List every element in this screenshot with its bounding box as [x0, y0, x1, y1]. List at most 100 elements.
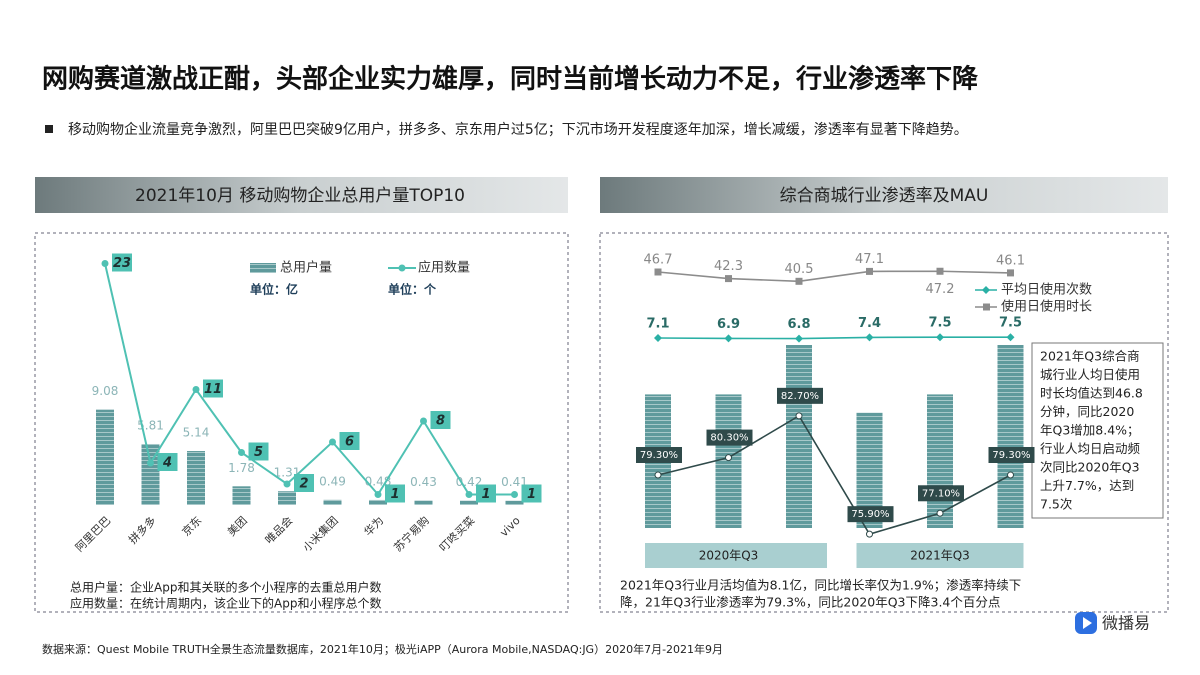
data-label: 1 — [481, 487, 490, 502]
data-label: 0.43 — [410, 475, 437, 489]
data-label: 80.30% — [710, 433, 748, 444]
line — [657, 414, 1011, 536]
annotation: 行业人均日启动频 — [1040, 441, 1141, 456]
legend-swatch — [250, 263, 276, 273]
data-label: 79.30% — [640, 450, 678, 461]
note: 降，21年Q3行业渗透率为79.3%，同比2020年Q3下降3.4个百分点 — [620, 595, 1000, 610]
data-label: 1 — [527, 487, 536, 502]
bar — [414, 500, 433, 505]
point — [147, 459, 154, 467]
data-label: 1 — [390, 487, 399, 502]
x-tick-label: 叮咚买菜 — [436, 513, 477, 554]
point — [654, 268, 662, 276]
point — [795, 334, 803, 343]
legend-label: 平均日使用次数 — [1001, 282, 1092, 298]
panel-box — [34, 232, 569, 613]
bullet: 移动购物企业流量竞争激烈，阿里巴巴突破9亿用户，拼多多、京东用户过5亿；下沉市场… — [68, 121, 968, 138]
x-tick-label: 唯品会 — [263, 514, 296, 547]
annotation: 时长均值达到46.8 — [1040, 386, 1143, 401]
source: 数据来源：Quest Mobile TRUTH全景生态流量数据库，2021年10… — [42, 642, 723, 656]
point — [654, 471, 662, 479]
point — [724, 334, 733, 343]
data-label: 46.7 — [644, 253, 673, 268]
annotation: 7.5次 — [1040, 497, 1072, 512]
point — [725, 275, 732, 283]
data-label: 11 — [204, 382, 222, 397]
data-label: 5.14 — [183, 426, 210, 440]
data-label: 5.81 — [137, 418, 164, 432]
bar — [187, 451, 205, 505]
annotation: 上升7.7%，达到 — [1040, 478, 1134, 493]
bullet-icon — [45, 125, 53, 133]
line — [657, 336, 1011, 340]
group-label: 2021年Q3 — [910, 549, 970, 563]
data-label: 9.08 — [92, 384, 119, 398]
annotation-box — [1031, 342, 1164, 519]
point — [936, 509, 944, 517]
data-label: 6.9 — [717, 317, 740, 332]
label-box — [521, 484, 542, 503]
legend-label: 应用数量 — [418, 260, 470, 276]
group-box — [645, 543, 827, 568]
x-tick-label: 京东 — [179, 513, 204, 538]
title: 网购赛道激战正酣，头部企业实力雄厚，同时当前增长动力不足，行业渗透率下降 — [42, 64, 979, 95]
point — [101, 260, 109, 267]
data-label: 7.5 — [999, 316, 1022, 331]
point — [283, 480, 291, 488]
annotation: 次同比2020年Q3 — [1040, 460, 1140, 475]
x-tick-label: 美团 — [225, 514, 250, 539]
legend-label: 总用户量 — [280, 260, 332, 276]
label-box — [988, 447, 1035, 463]
bar — [96, 409, 114, 505]
data-label: 6 — [345, 435, 354, 450]
data-label: 6.8 — [787, 317, 810, 332]
bar — [997, 345, 1024, 528]
data-label: 23 — [113, 256, 131, 271]
bar — [323, 499, 342, 505]
legend-swatch — [398, 264, 406, 272]
label-box — [248, 442, 269, 461]
bar — [141, 443, 160, 505]
panel-header — [35, 177, 568, 213]
point — [420, 417, 427, 425]
bar — [369, 499, 387, 505]
data-label: 40.5 — [785, 262, 814, 277]
data-label: 8 — [436, 414, 445, 429]
legend-unit: 单位：亿 — [250, 282, 298, 297]
point — [936, 333, 944, 342]
logo-play — [1083, 617, 1092, 629]
data-label: 2 — [299, 477, 308, 492]
label-box — [157, 453, 178, 471]
legend-swatch — [982, 286, 990, 294]
data-label: 82.70% — [781, 391, 819, 402]
point — [329, 438, 336, 446]
bar — [278, 491, 296, 505]
point — [654, 334, 662, 342]
note: 总用户量：企业App和其关联的多个小程序的去重总用户数 — [70, 580, 381, 595]
data-label: 77.10% — [922, 488, 960, 499]
point — [192, 386, 200, 393]
point — [238, 449, 245, 456]
group-box — [856, 543, 1024, 568]
bar — [460, 500, 478, 505]
data-label: 75.90% — [851, 509, 889, 520]
label-box — [847, 506, 894, 523]
panel-title: 综合商城行业渗透率及MAU — [780, 186, 989, 206]
label-box — [339, 432, 360, 450]
point — [1007, 471, 1014, 479]
data-label: 5 — [254, 445, 263, 460]
annotation: 分钟，同比2020 — [1040, 404, 1134, 419]
data-label: 7.4 — [858, 316, 881, 331]
point — [374, 491, 382, 498]
data-label: 47.1 — [855, 252, 884, 267]
logo-text: 微播易 — [1102, 614, 1150, 633]
data-label: 0.41 — [501, 475, 528, 489]
annotation: 年Q3增加8.4%； — [1040, 423, 1140, 438]
point — [795, 277, 803, 285]
data-label: 4 — [162, 456, 172, 471]
legend-swatch — [983, 303, 990, 311]
bar — [505, 500, 524, 505]
label-box — [112, 253, 132, 272]
x-tick-label: vivo — [497, 514, 523, 540]
